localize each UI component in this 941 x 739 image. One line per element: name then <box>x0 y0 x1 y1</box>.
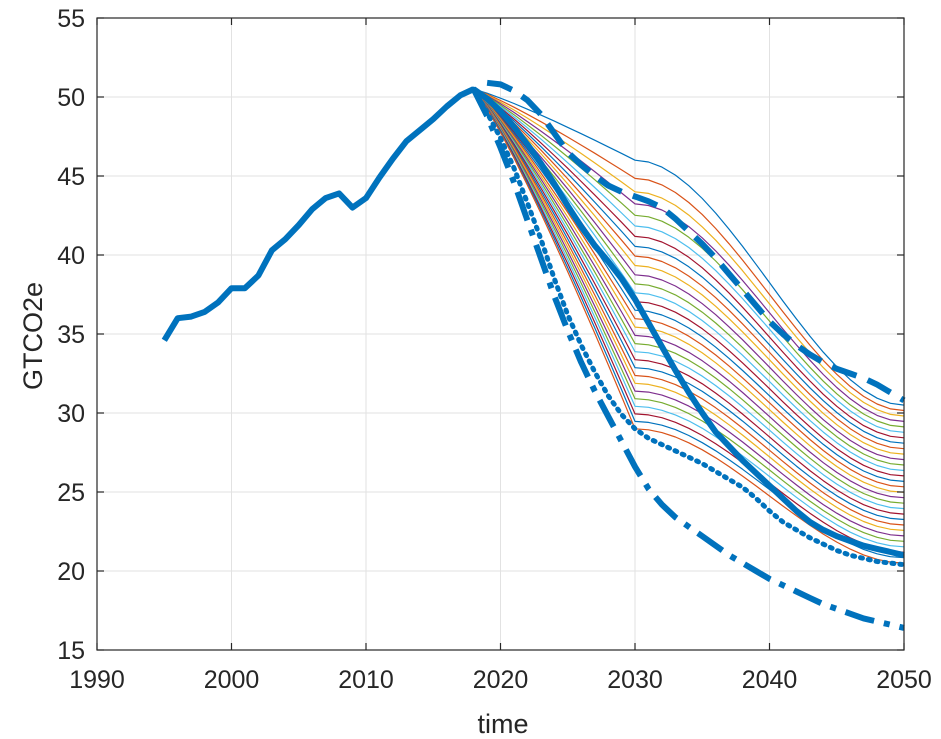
y-tick-label: 55 <box>57 5 85 33</box>
scenario-line <box>473 88 905 450</box>
scenario-line <box>473 88 905 499</box>
y-axis-label: GTCO2e <box>18 282 48 390</box>
x-axis-ticks: 1990 2000 2010 2020 2030 2040 2050 <box>69 18 932 694</box>
scenario-line <box>473 88 905 521</box>
scenario-line <box>473 88 905 564</box>
series-historical <box>161 86 475 342</box>
y-tick-label: 45 <box>57 163 85 191</box>
scenario-line <box>473 88 905 455</box>
scenario-line <box>473 88 905 444</box>
y-tick-label: 35 <box>57 321 85 349</box>
scenario-line <box>473 88 905 461</box>
y-tick-label: 25 <box>57 479 85 507</box>
series-lower-envelope <box>471 86 907 568</box>
scenario-line <box>473 88 905 439</box>
y-axis-ticks: 15 20 25 30 35 40 45 50 55 <box>57 5 904 665</box>
x-tick-label: 1990 <box>69 666 125 694</box>
y-tick-label: 40 <box>57 242 85 270</box>
x-tick-label: 2040 <box>742 666 798 694</box>
scenario-line <box>473 88 905 417</box>
scenario-line <box>473 88 905 504</box>
x-tick-label: 2020 <box>473 666 529 694</box>
series-central <box>471 86 905 559</box>
scenario-line <box>473 88 905 510</box>
y-tick-label: 15 <box>57 637 85 665</box>
scenario-line <box>473 88 905 433</box>
series-upper-bound <box>486 79 906 403</box>
y-tick-label: 20 <box>57 558 85 586</box>
scenario-line <box>473 88 905 537</box>
scenario-line <box>473 88 905 422</box>
scenario-line <box>473 88 905 542</box>
scenario-line <box>473 88 905 548</box>
scenario-line <box>473 88 905 553</box>
x-axis-label: time <box>477 709 528 739</box>
y-tick-label: 30 <box>57 400 85 428</box>
x-tick-label: 2000 <box>204 666 260 694</box>
series-lower-bound <box>470 87 905 631</box>
scenario-line <box>473 88 905 531</box>
scenario-line <box>473 88 905 482</box>
x-tick-label: 2050 <box>876 666 932 694</box>
y-tick-label: 50 <box>57 84 85 112</box>
x-tick-label: 2030 <box>607 666 663 694</box>
scenario-line <box>473 88 905 493</box>
scenario-line <box>473 88 905 515</box>
grid <box>96 17 905 651</box>
x-tick-label: 2010 <box>338 666 394 694</box>
scenario-line <box>473 88 905 488</box>
series-group <box>161 79 907 631</box>
scenario-line <box>473 88 905 428</box>
scenario-line <box>473 88 905 406</box>
